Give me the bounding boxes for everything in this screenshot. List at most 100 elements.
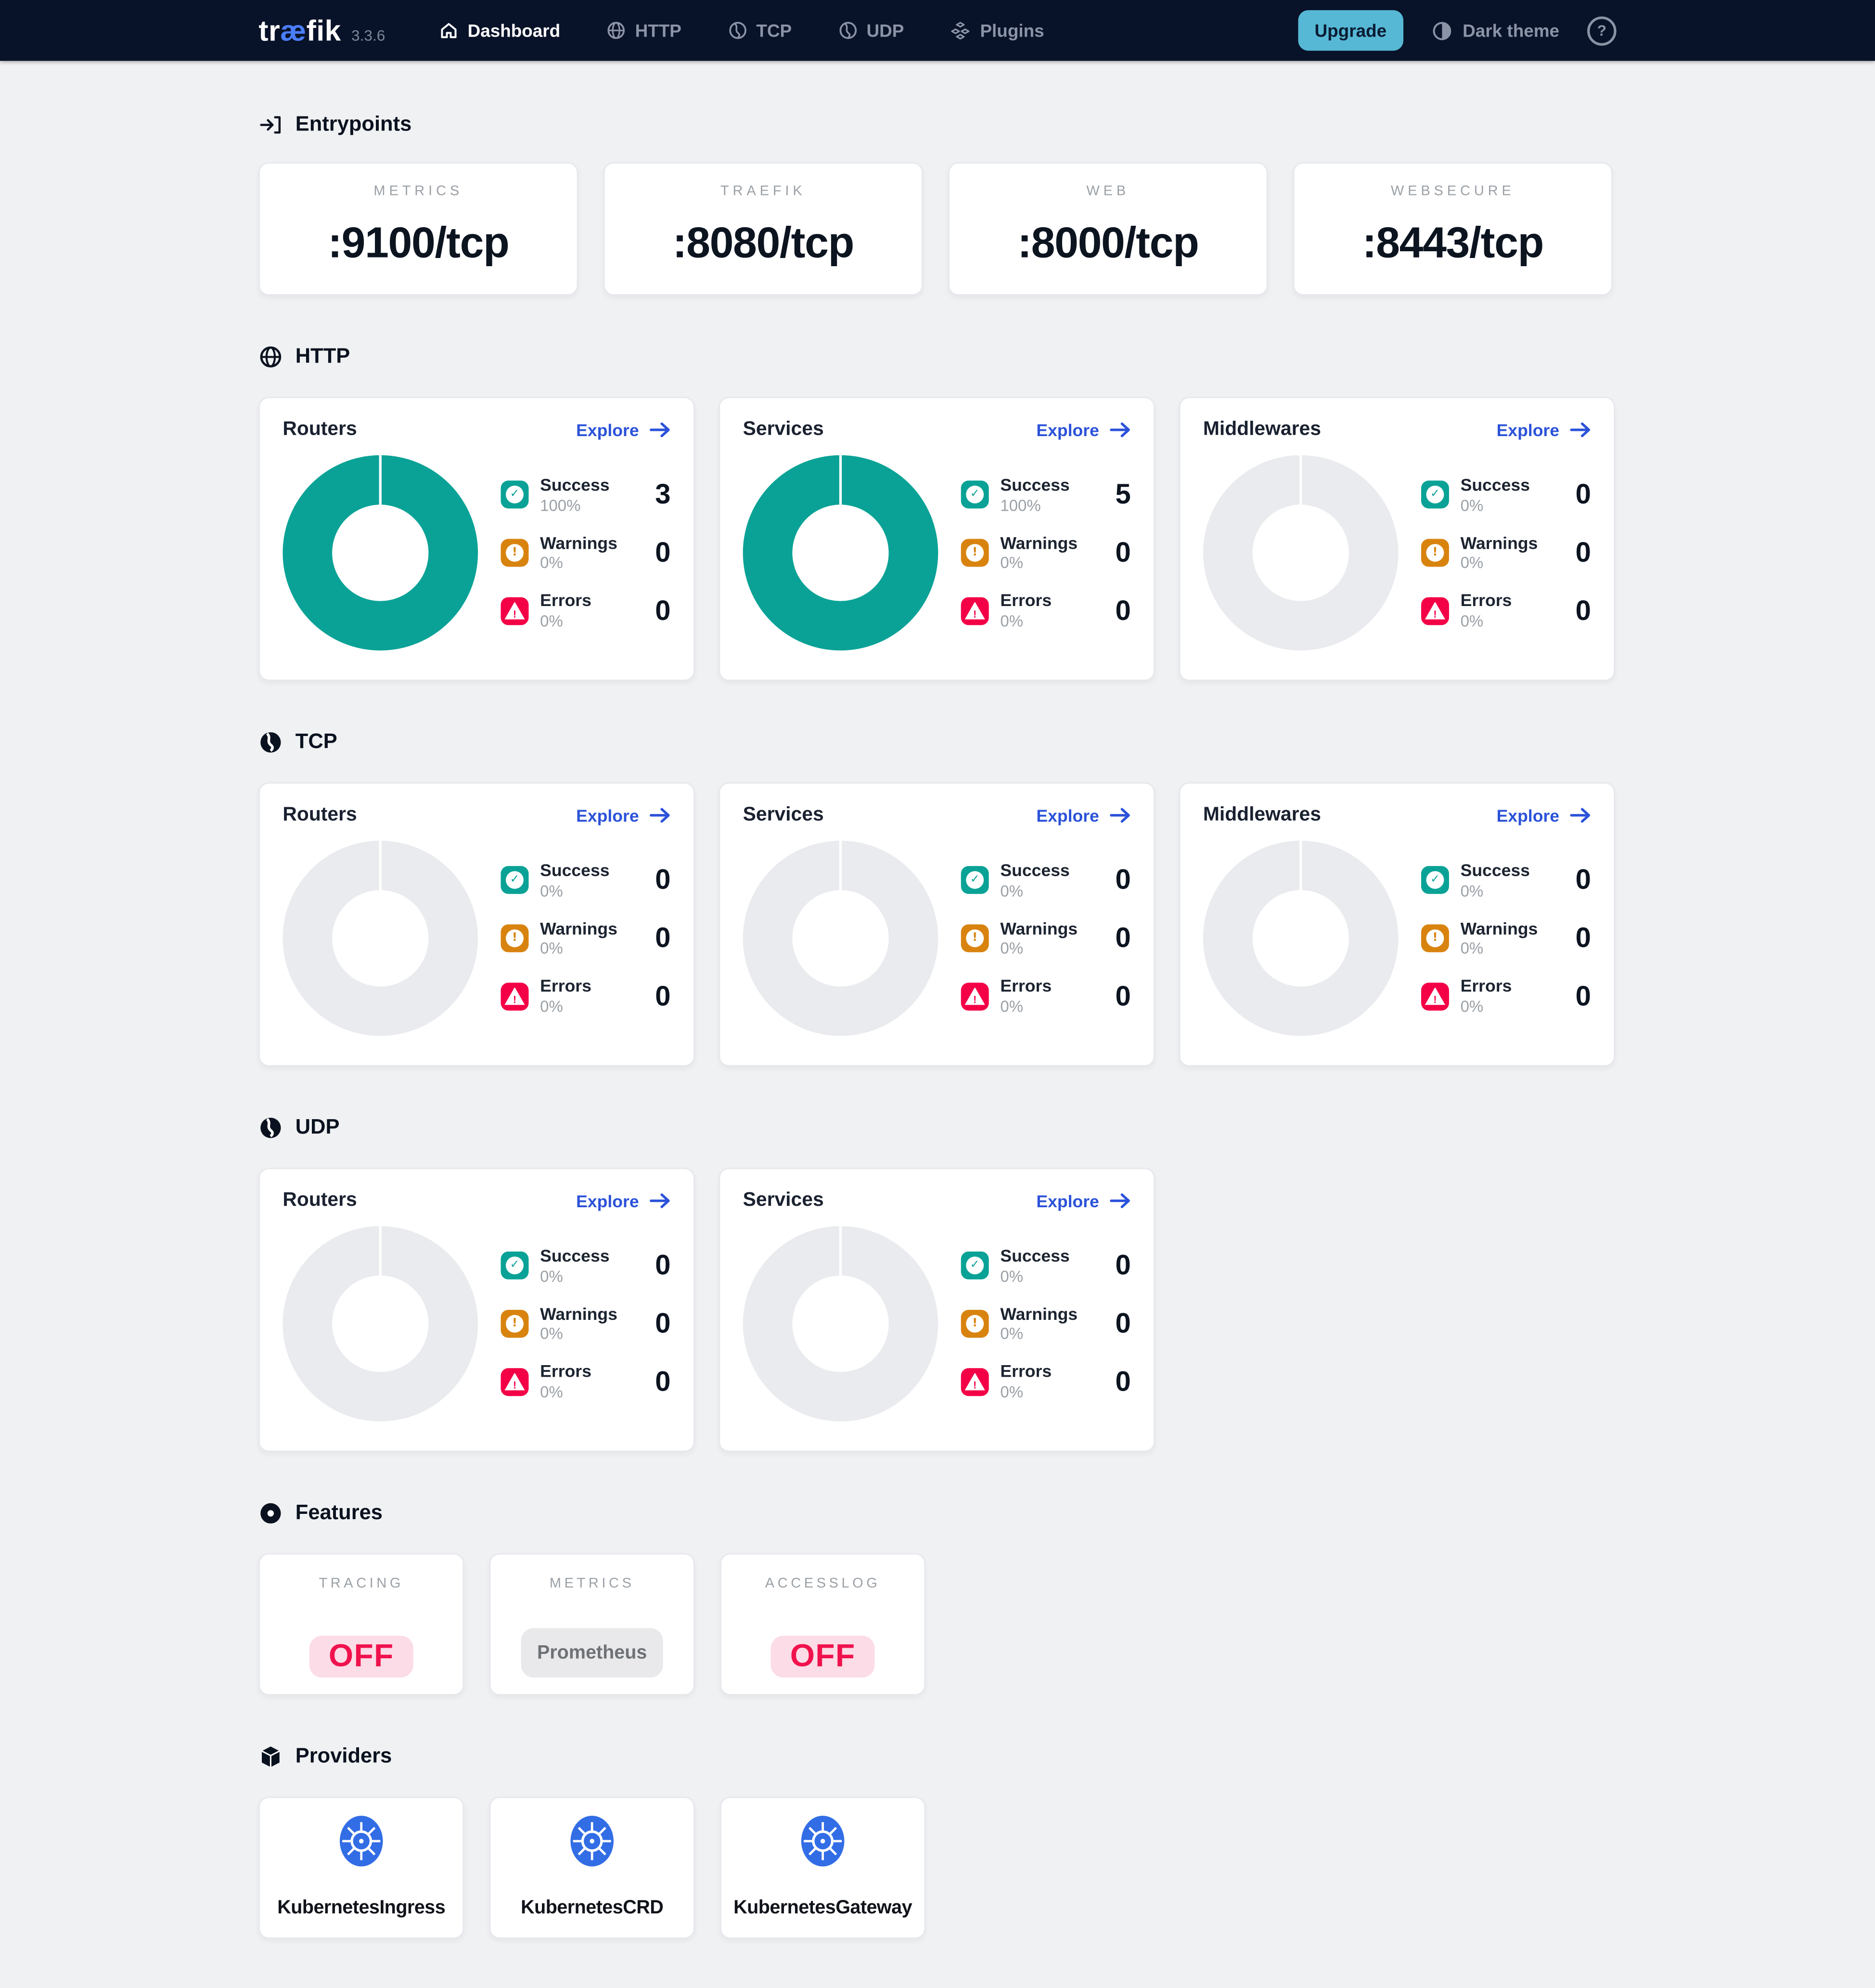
section-features: Features TRACING OFF METRICS Prometheus … <box>258 1501 1615 1695</box>
explore-link[interactable]: Explore <box>576 806 670 825</box>
entrypoint-label: WEBSECURE <box>1390 183 1515 199</box>
explore-link[interactable]: Explore <box>1497 420 1591 439</box>
error-icon: ! <box>961 596 989 625</box>
donut-chart <box>743 1226 938 1421</box>
stat-row-warnings: ! Warnings 0% 0 <box>501 1304 670 1343</box>
logo-suffix: fik <box>306 13 341 47</box>
stat-value: 0 <box>1575 922 1591 954</box>
tcp-services-card: Services Explore ✓ Success 0% 0 <box>719 782 1155 1067</box>
section-title-text: UDP <box>295 1115 340 1138</box>
card-title: Routers <box>283 1189 357 1211</box>
traefik-logo[interactable]: træfik <box>258 13 341 48</box>
feature-status-badge: OFF <box>771 1636 874 1678</box>
warning-icon: ! <box>501 539 529 567</box>
stat-row-success: ✓ Success 0% 0 <box>1421 476 1591 515</box>
section-udp: UDP Routers Explore <box>258 1115 1615 1452</box>
udp-services-card: Services Explore ✓ Success 0% 0 <box>719 1168 1155 1452</box>
warning-icon: ! <box>501 1310 529 1338</box>
package-icon <box>258 1744 283 1768</box>
version-label: 3.3.6 <box>351 26 385 44</box>
explore-link[interactable]: Explore <box>576 1191 670 1210</box>
stats-list: ✓ Success 0% 0 ! Warnings 0% 0 ! <box>1421 476 1591 630</box>
udp-row: Routers Explore ✓ Success 0% 0 <box>258 1168 1615 1452</box>
success-icon: ✓ <box>501 866 529 895</box>
arrow-right-icon <box>650 808 670 823</box>
entrypoint-card-metrics: METRICS :9100/tcp <box>258 162 578 296</box>
warning-icon: ! <box>501 924 529 953</box>
entrypoint-value: :8443/tcp <box>1362 219 1544 268</box>
success-icon: ✓ <box>1421 866 1449 895</box>
stat-value: 0 <box>1115 1307 1131 1339</box>
explore-link[interactable]: Explore <box>1036 806 1130 825</box>
explore-link[interactable]: Explore <box>576 420 670 439</box>
stat-row-success: ✓ Success 0% 0 <box>961 1247 1131 1285</box>
stat-row-success: ✓ Success 0% 0 <box>501 861 670 900</box>
help-button[interactable]: ? <box>1587 15 1617 45</box>
nav-item-http[interactable]: HTTP <box>606 20 681 40</box>
nav-item-label: Plugins <box>980 20 1044 41</box>
nav-item-label: TCP <box>756 20 792 41</box>
home-icon <box>438 20 459 40</box>
http-middlewares-card: Middlewares Explore ✓ Success 0% 0 <box>1179 397 1615 681</box>
explore-link[interactable]: Explore <box>1036 1191 1130 1210</box>
stat-row-warnings: ! Warnings 0% 0 <box>1421 919 1591 957</box>
feature-card-tracing: TRACING OFF <box>258 1553 464 1695</box>
entrypoint-value: :8080/tcp <box>672 219 855 268</box>
entrypoint-value: :9100/tcp <box>328 219 510 268</box>
tcp-routers-card: Routers Explore ✓ Success 0% 0 <box>258 782 695 1067</box>
stat-row-warnings: ! Warnings 0% 0 <box>1421 533 1591 572</box>
error-icon: ! <box>501 596 529 625</box>
arrow-right-icon <box>650 1193 670 1208</box>
main-nav: Dashboard HTTP TCP UDP <box>438 20 1044 41</box>
stats-list: ✓ Success 100% 3 ! Warnings 0% 0 ! <box>501 476 671 630</box>
warning-icon: ! <box>1421 924 1449 953</box>
stats-list: ✓ Success 0% 0 ! Warnings 0% 0 ! <box>961 861 1131 1015</box>
error-icon: ! <box>961 1367 989 1395</box>
stat-row-errors: ! Errors 0% 0 <box>961 977 1131 1015</box>
section-http: HTTP Routers Explore <box>258 344 1615 681</box>
theme-toggle[interactable]: Dark theme <box>1431 20 1559 41</box>
stat-value: 0 <box>1115 922 1131 954</box>
navbar-right: Upgrade Dark theme ? <box>1298 10 1617 51</box>
stat-row-errors: ! Errors 0% 0 <box>1421 977 1591 1015</box>
logo-ae: æ <box>280 13 307 47</box>
card-title: Middlewares <box>1203 804 1321 826</box>
arrow-right-icon <box>650 422 670 438</box>
nav-item-udp[interactable]: UDP <box>837 20 904 40</box>
donut-chart <box>283 455 478 651</box>
stat-value: 0 <box>1115 864 1131 896</box>
nav-item-dashboard[interactable]: Dashboard <box>438 20 560 40</box>
stat-value: 0 <box>655 1365 671 1397</box>
stat-value: 0 <box>1575 979 1591 1011</box>
providers-title: Providers <box>258 1744 1615 1768</box>
stat-value: 0 <box>1115 1249 1131 1281</box>
provider-card-kubernetes-gateway: KubernetesGateway <box>720 1796 925 1939</box>
stat-row-errors: ! Errors 0% 0 <box>501 977 670 1015</box>
http-title: HTTP <box>258 344 1615 368</box>
stat-value: 3 <box>655 478 671 511</box>
stats-list: ✓ Success 0% 0 ! Warnings 0% 0 ! <box>501 861 670 1015</box>
explore-label: Explore <box>1036 420 1099 439</box>
stat-value: 0 <box>1575 536 1591 568</box>
donut-chart <box>283 1226 478 1421</box>
success-icon: ✓ <box>961 866 989 895</box>
udp-ball-icon <box>258 1115 283 1139</box>
explore-link[interactable]: Explore <box>1497 806 1591 825</box>
nav-item-tcp[interactable]: TCP <box>727 20 792 40</box>
explore-label: Explore <box>576 420 639 439</box>
stat-row-errors: ! Errors 0% 0 <box>501 1362 671 1401</box>
udp-routers-card: Routers Explore ✓ Success 0% 0 <box>258 1168 695 1452</box>
nav-item-plugins[interactable]: Plugins <box>950 20 1044 41</box>
provider-label: KubernetesIngress <box>277 1897 446 1919</box>
provider-label: KubernetesGateway <box>733 1897 912 1919</box>
nav-item-label: Dashboard <box>467 20 561 41</box>
contrast-icon <box>1431 20 1452 41</box>
section-tcp: TCP Routers Explore <box>258 730 1615 1067</box>
http-row: Routers Explore ✓ Success 100% 3 <box>258 397 1615 681</box>
theme-label: Dark theme <box>1463 20 1560 41</box>
card-title: Services <box>743 804 824 826</box>
stat-row-success: ✓ Success 100% 5 <box>961 476 1131 515</box>
explore-link[interactable]: Explore <box>1036 420 1130 439</box>
donut-chart <box>743 840 938 1036</box>
upgrade-button[interactable]: Upgrade <box>1298 10 1403 51</box>
